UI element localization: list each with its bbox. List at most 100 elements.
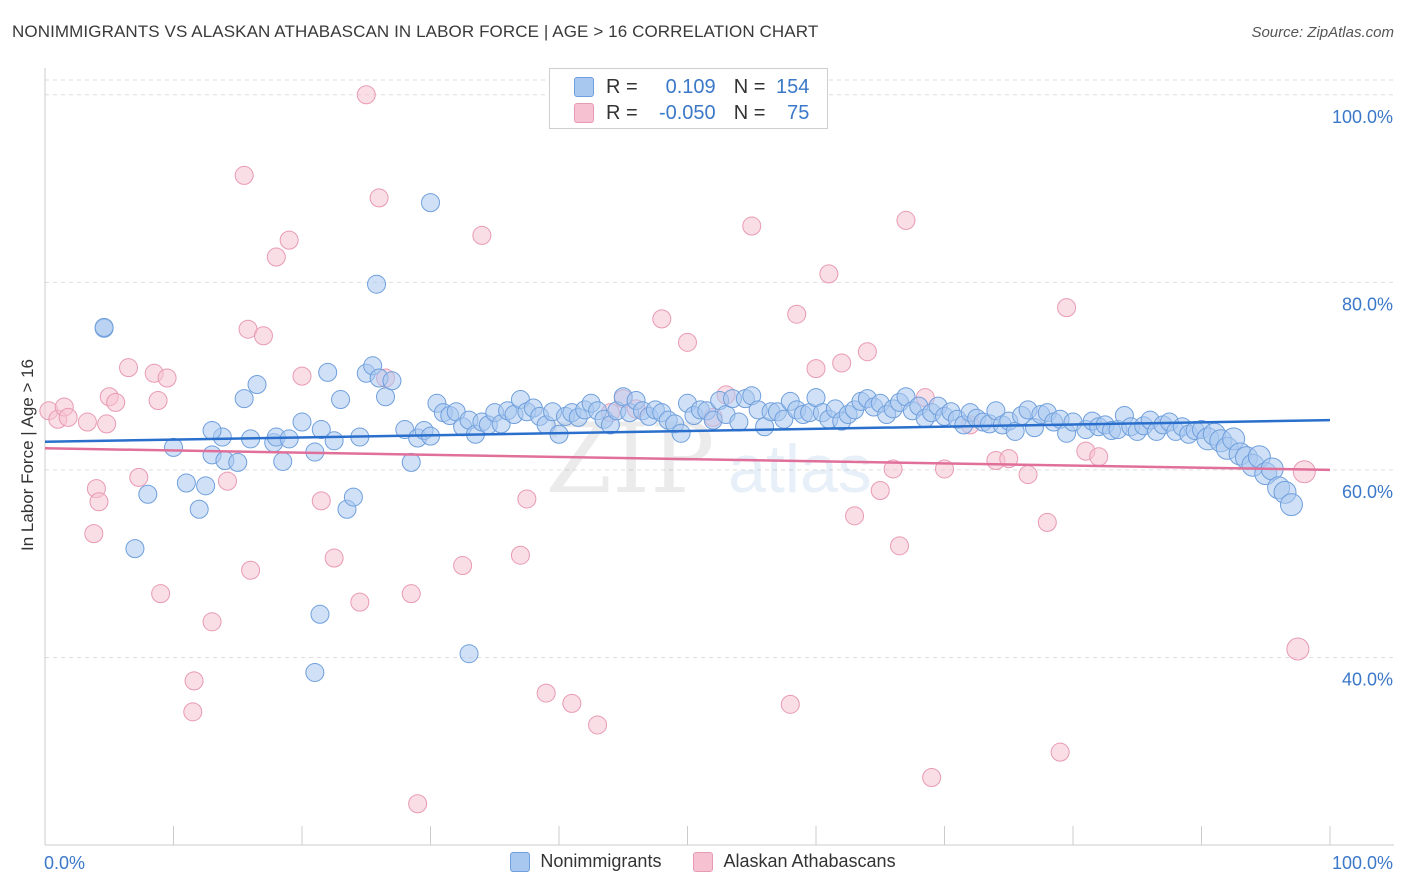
point-nonimmigrants (176, 473, 196, 493)
trend-lines (44, 418, 1331, 472)
point-alaskan-athabascans (97, 414, 117, 434)
chart-title: NONIMMIGRANTS VS ALASKAN ATHABASCAN IN L… (12, 22, 819, 41)
point-alaskan-athabascans (119, 358, 139, 378)
point-nonimmigrants (310, 604, 330, 624)
tick-labels: 40.0% 60.0% 80.0% 100.0% 0.0% 100.0% (44, 107, 1393, 873)
point-nonimmigrants (189, 499, 209, 519)
legend-n-label: N = (733, 101, 766, 124)
point-nonimmigrants (376, 387, 396, 407)
point-alaskan-athabascans (453, 556, 473, 576)
point-nonimmigrants (138, 484, 158, 504)
point-nonimmigrants (292, 412, 312, 432)
y-tick-label: 40.0% (1342, 669, 1393, 689)
point-alaskan-athabascans (652, 309, 672, 329)
point-alaskan-athabascans (845, 506, 865, 526)
series-alaskan-athabascans (39, 85, 1316, 814)
y-tick-label: 60.0% (1342, 482, 1393, 502)
point-alaskan-athabascans (202, 612, 222, 632)
point-alaskan-athabascans (292, 366, 312, 386)
point-alaskan-athabascans (151, 584, 171, 604)
legend-n-value: 75 (787, 101, 810, 124)
point-alaskan-athabascans (832, 353, 852, 373)
point-nonimmigrants (247, 375, 267, 395)
point-alaskan-athabascans (678, 332, 697, 352)
legend-row-nonimmigrants: R = 0.109 N = 154 (574, 75, 809, 99)
point-alaskan-athabascans (890, 536, 910, 556)
point-nonimmigrants (125, 539, 145, 559)
legend-n-value: 154 (776, 75, 810, 98)
point-alaskan-athabascans (157, 368, 177, 388)
legend-n-label: N = (733, 75, 766, 98)
point-alaskan-athabascans (58, 407, 78, 427)
legend-r-label: R = (606, 75, 638, 98)
point-alaskan-athabascans (324, 548, 344, 568)
x-tick-label-max: 100.0% (1332, 853, 1393, 873)
legend-swatch-pink (693, 851, 714, 872)
point-alaskan-athabascans (588, 715, 608, 735)
source-credit: Source: ZipAtlas.com (1251, 24, 1394, 41)
series-legend: Nonimmigrants Alaskan Athabascans (0, 851, 1406, 872)
point-alaskan-athabascans (517, 489, 537, 509)
point-nonimmigrants (324, 431, 344, 451)
point-alaskan-athabascans (1037, 512, 1057, 532)
legend-swatch-pink (574, 103, 594, 123)
point-alaskan-athabascans (77, 412, 97, 432)
point-alaskan-athabascans (1292, 460, 1316, 484)
axes (44, 68, 1394, 846)
point-alaskan-athabascans (253, 326, 273, 346)
x-tick-label-min: 0.0% (44, 853, 85, 873)
point-alaskan-athabascans (148, 390, 168, 410)
point-nonimmigrants (196, 476, 216, 496)
legend-label-alaskan-athabascans: Alaskan Athabascans (723, 851, 896, 871)
point-alaskan-athabascans (780, 694, 800, 714)
point-nonimmigrants (228, 452, 248, 472)
y-tick-label: 100.0% (1332, 107, 1393, 127)
point-alaskan-athabascans (129, 467, 149, 487)
point-alaskan-athabascans (1018, 465, 1038, 485)
y-axis-label: In Labor Force | Age > 16 (18, 358, 37, 552)
point-alaskan-athabascans (311, 491, 331, 511)
legend-swatch-blue (574, 77, 594, 97)
point-alaskan-athabascans (217, 471, 237, 491)
point-alaskan-athabascans (279, 230, 299, 250)
point-alaskan-athabascans (896, 210, 916, 230)
point-alaskan-athabascans (350, 592, 370, 612)
point-alaskan-athabascans (84, 524, 104, 544)
point-nonimmigrants (401, 452, 421, 472)
point-alaskan-athabascans (106, 392, 126, 412)
point-alaskan-athabascans (536, 683, 556, 703)
point-alaskan-athabascans (1286, 637, 1310, 661)
series-nonimmigrants (94, 193, 1303, 682)
point-nonimmigrants (164, 437, 183, 457)
legend-item-alaskan-athabascans: Alaskan Athabascans (693, 851, 896, 872)
point-nonimmigrants (311, 420, 331, 440)
point-alaskan-athabascans (184, 671, 204, 691)
point-alaskan-athabascans (1089, 447, 1109, 467)
point-nonimmigrants (234, 389, 254, 409)
legend-r-value: -0.050 (658, 101, 716, 124)
point-alaskan-athabascans (1050, 742, 1070, 762)
point-nonimmigrants (318, 362, 338, 382)
point-alaskan-athabascans (742, 216, 762, 236)
legend-label-nonimmigrants: Nonimmigrants (540, 851, 662, 871)
trend-line-alaskan-athabascans (44, 447, 1331, 472)
legend-item-nonimmigrants: Nonimmigrants (510, 851, 661, 872)
point-alaskan-athabascans (787, 304, 807, 324)
point-alaskan-athabascans (472, 225, 492, 245)
point-alaskan-athabascans (883, 459, 903, 479)
point-alaskan-athabascans (183, 702, 203, 722)
point-nonimmigrants (94, 317, 114, 337)
point-alaskan-athabascans (234, 165, 254, 185)
point-alaskan-athabascans (510, 545, 530, 565)
point-alaskan-athabascans (369, 188, 389, 208)
point-nonimmigrants (459, 644, 479, 664)
point-nonimmigrants (202, 420, 222, 440)
point-alaskan-athabascans (562, 693, 582, 713)
point-alaskan-athabascans (922, 767, 942, 787)
point-nonimmigrants (305, 662, 325, 682)
y-tick-label: 80.0% (1342, 294, 1393, 314)
point-alaskan-athabascans (870, 481, 890, 501)
stats-legend: R = 0.109 N = 154 R = -0.050 N = 75 (549, 68, 828, 129)
point-alaskan-athabascans (89, 492, 109, 512)
